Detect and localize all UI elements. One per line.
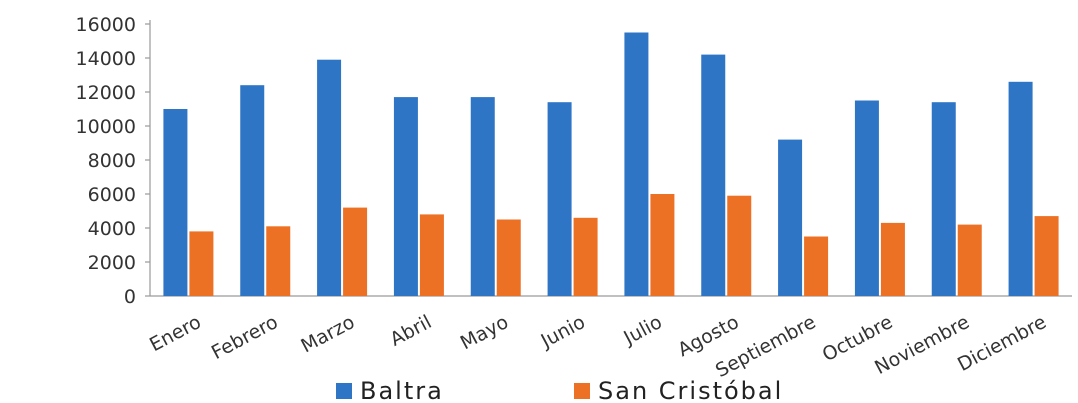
x-tick-label: Junio bbox=[537, 311, 589, 353]
x-tick-label: Enero bbox=[146, 311, 205, 356]
bar-series-1 bbox=[240, 85, 265, 296]
bar-series-1 bbox=[931, 102, 956, 296]
bar-series-2 bbox=[573, 217, 598, 296]
bar-series-1 bbox=[778, 139, 803, 296]
bar-series-1 bbox=[624, 32, 649, 296]
bars bbox=[163, 32, 1059, 297]
bar-series-2 bbox=[343, 207, 368, 296]
y-axis: 0 2000 4000 6000 8000 10000 12000 14000 16000 bbox=[76, 14, 151, 308]
y-tick-label: 14000 bbox=[76, 48, 136, 70]
y-tick-label: 12000 bbox=[76, 82, 136, 104]
bar-series-2 bbox=[957, 224, 982, 296]
y-tick-label: 8000 bbox=[88, 150, 136, 172]
bar-series-2 bbox=[419, 214, 444, 296]
x-tick-label: Marzo bbox=[297, 311, 358, 357]
x-tick-label: Febrero bbox=[208, 311, 282, 364]
y-tick-label: 4000 bbox=[88, 218, 136, 240]
x-axis: Enero Febrero Marzo Abril Mayo Junio Julio Agos… bbox=[146, 295, 1072, 382]
legend-label: San Cristóbal bbox=[598, 377, 783, 403]
x-tick-label: Julio bbox=[619, 311, 665, 350]
legend-swatch bbox=[336, 383, 352, 399]
x-tick-label: Abril bbox=[387, 311, 436, 351]
bar-series-1 bbox=[701, 54, 726, 296]
bar-series-2 bbox=[727, 195, 752, 296]
bar-series-2 bbox=[880, 222, 905, 296]
bar-series-2 bbox=[496, 219, 521, 296]
bar-series-1 bbox=[547, 102, 572, 296]
y-tick-label: 16000 bbox=[76, 14, 136, 36]
x-tick-label: Mayo bbox=[457, 311, 512, 354]
bar-series-1 bbox=[470, 97, 495, 296]
bar-series-1 bbox=[163, 109, 188, 296]
bar-series-1 bbox=[854, 100, 879, 296]
bar-series-2 bbox=[804, 236, 829, 296]
legend-swatch bbox=[574, 383, 590, 399]
bar-series-2 bbox=[1034, 216, 1059, 296]
legend: Baltra San Cristóbal bbox=[336, 377, 783, 403]
y-tick-label: 2000 bbox=[88, 252, 136, 274]
y-tick-label: 10000 bbox=[76, 116, 136, 138]
bar-series-1 bbox=[317, 59, 342, 297]
bar-series-2 bbox=[650, 194, 675, 296]
x-tick-label: Diciembre bbox=[954, 311, 1050, 376]
bar-series-2 bbox=[266, 226, 291, 296]
bar-series-2 bbox=[189, 231, 214, 296]
y-tick-label: 6000 bbox=[88, 184, 136, 206]
bar-series-1 bbox=[1008, 81, 1033, 296]
legend-label: Baltra bbox=[360, 377, 444, 403]
y-tick-label: 0 bbox=[124, 286, 136, 308]
bar-series-1 bbox=[393, 97, 418, 296]
